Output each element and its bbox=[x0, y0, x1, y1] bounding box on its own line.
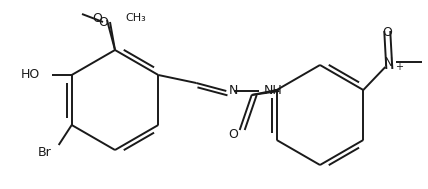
Text: N: N bbox=[383, 56, 393, 68]
Text: O: O bbox=[382, 26, 392, 39]
Text: +: + bbox=[395, 62, 403, 72]
Text: HO: HO bbox=[21, 68, 40, 81]
Text: O: O bbox=[92, 12, 102, 25]
Text: N: N bbox=[228, 84, 238, 97]
Text: O: O bbox=[228, 128, 238, 141]
Text: O: O bbox=[98, 15, 108, 29]
Text: CH₃: CH₃ bbox=[125, 13, 146, 23]
Text: NH: NH bbox=[263, 84, 282, 97]
Text: Br: Br bbox=[38, 146, 52, 160]
